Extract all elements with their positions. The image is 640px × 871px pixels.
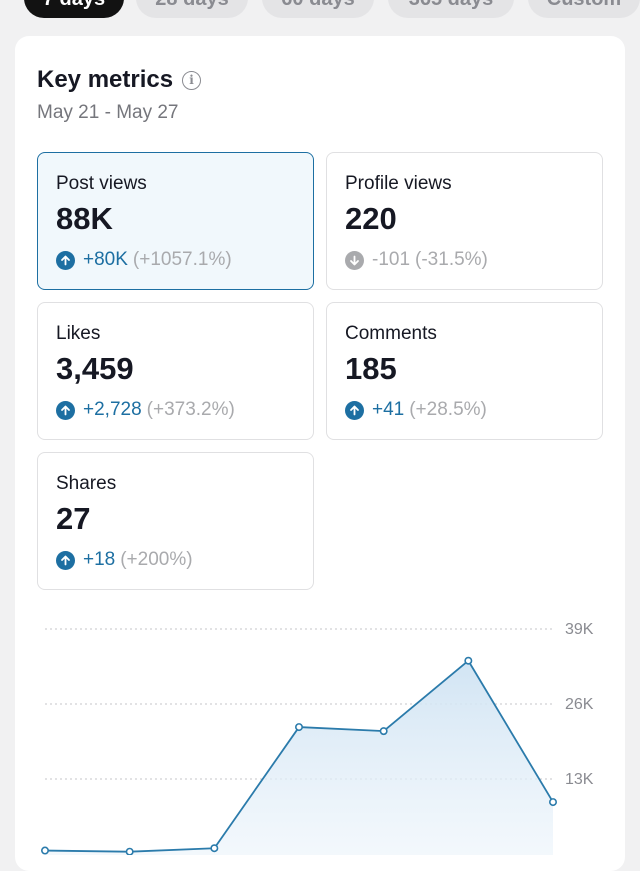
metric-change: +2,728 (+373.2%) <box>56 399 235 421</box>
metric-card-profile-views[interactable]: Profile views 220 -101 (-31.5%) <box>326 152 603 290</box>
arrow-up-icon <box>345 400 364 420</box>
metric-value: 88K <box>56 201 113 236</box>
metric-card-post-views[interactable]: Post views 88K +80K (+1057.1%) <box>37 152 314 290</box>
metric-label: Shares <box>56 473 117 494</box>
section-title: Key metrics <box>37 66 174 93</box>
tab-365-days[interactable]: 365 days <box>388 0 514 18</box>
metric-percent: (-31.5%) <box>415 249 488 270</box>
info-icon[interactable]: i <box>182 70 202 90</box>
metric-value: 3,459 <box>56 351 134 386</box>
arrow-up-icon <box>56 400 75 420</box>
metric-label: Post views <box>56 173 147 194</box>
arrow-up-icon <box>56 250 75 270</box>
metric-percent: (+200%) <box>120 549 193 570</box>
arrow-down-icon <box>345 250 364 270</box>
metric-card-shares[interactable]: Shares 27 +18 (+200%) <box>37 452 314 590</box>
date-range-label: May 21 - May 27 <box>37 102 179 123</box>
arrow-up-icon <box>56 550 75 570</box>
metric-change: -101 (-31.5%) <box>345 249 488 271</box>
metric-value: 185 <box>345 351 397 386</box>
metric-card-likes[interactable]: Likes 3,459 +2,728 (+373.2%) <box>37 302 314 440</box>
metric-label: Profile views <box>345 173 452 194</box>
metric-delta: +80K <box>83 249 128 270</box>
metric-value: 27 <box>56 501 91 536</box>
metric-change: +41 (+28.5%) <box>345 399 487 421</box>
metric-value: 220 <box>345 201 397 236</box>
key-metrics-card: Key metrics i May 21 - May 27 Post views… <box>15 36 625 871</box>
metric-change: +80K (+1057.1%) <box>56 249 232 271</box>
metric-delta: -101 <box>372 249 411 270</box>
metric-percent: (+373.2%) <box>146 399 235 420</box>
metric-delta: +18 <box>83 549 116 570</box>
metric-label: Likes <box>56 323 101 344</box>
date-range-tabs: 7 days 28 days 60 days 365 days Custom <box>0 0 640 22</box>
tab-7-days[interactable]: 7 days <box>24 0 124 18</box>
metric-delta: +41 <box>372 399 405 420</box>
tab-60-days[interactable]: 60 days <box>262 0 374 18</box>
section-header: Key metrics i <box>37 66 202 94</box>
metric-percent: (+28.5%) <box>409 399 487 420</box>
metric-percent: (+1057.1%) <box>132 249 232 270</box>
metric-change: +18 (+200%) <box>56 549 193 571</box>
metric-label: Comments <box>345 323 437 344</box>
metric-card-comments[interactable]: Comments 185 +41 (+28.5%) <box>326 302 603 440</box>
metric-delta: +2,728 <box>83 399 142 420</box>
tab-28-days[interactable]: 28 days <box>136 0 248 18</box>
tab-custom[interactable]: Custom <box>528 0 640 18</box>
